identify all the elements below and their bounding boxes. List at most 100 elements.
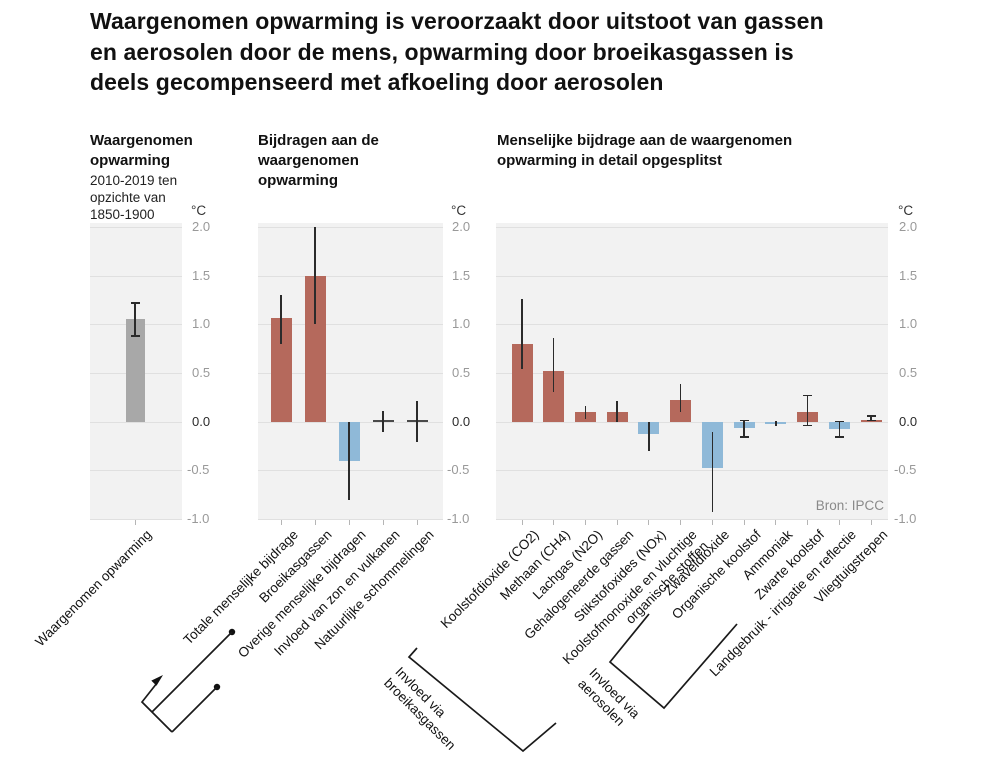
sum-arrowhead — [151, 675, 163, 686]
panel3-heading: Menselijke bijdrage aan de waargenomen o… — [497, 132, 793, 169]
panel2-heading: Bijdragen aan de waargenomen opwarming — [258, 132, 379, 189]
error-bar-cap — [834, 436, 844, 438]
error-bar-cap — [866, 415, 876, 417]
error-bar — [679, 383, 682, 412]
error-bar — [838, 421, 841, 438]
error-bar — [616, 401, 618, 422]
gridline — [258, 519, 443, 520]
gridline — [258, 324, 443, 326]
error-bar-cap — [130, 335, 140, 337]
x-axis-tick — [280, 520, 282, 525]
y-tick-label: 1.5 — [899, 267, 918, 283]
error-bar — [806, 395, 809, 426]
x-axis-tick — [743, 520, 745, 525]
y-tick-label: 1.5 — [452, 267, 471, 283]
error-bar — [711, 432, 714, 513]
x-axis-tick — [521, 520, 523, 525]
panel2-unit-label: °C — [451, 203, 467, 218]
y-tick-label: 0.5 — [192, 365, 211, 380]
panel1-heading: Waargenomen opwarming — [90, 132, 193, 169]
figure-title: Waargenomen opwarming is veroorzaakt doo… — [90, 8, 824, 96]
error-bar-cap — [739, 419, 749, 422]
y-tick-label: -0.5 — [187, 462, 210, 478]
error-bar — [870, 415, 872, 421]
panel1-subheading: 2010-2019 ten opzichte van 1850-1900 — [90, 173, 178, 222]
bar — [125, 318, 145, 422]
y-tick-label: 0.0 — [192, 413, 211, 429]
gridline — [496, 324, 888, 326]
bar — [304, 275, 326, 422]
gridline — [90, 470, 182, 472]
gridline — [90, 421, 182, 423]
y-tick-label: -1.0 — [187, 511, 210, 526]
ghg-group-label: Invloed via broeikasgassen — [380, 664, 459, 754]
error-bar — [648, 421, 650, 451]
error-bar-cap — [834, 420, 844, 423]
sum-dot-other-human — [213, 683, 221, 691]
y-tick-label: -1.0 — [894, 511, 917, 526]
error-bar-cap — [803, 394, 813, 397]
sum-dot-greenhouse — [228, 628, 236, 636]
x-axis-tick — [711, 520, 713, 525]
error-bar — [314, 227, 316, 325]
error-bar — [134, 302, 136, 336]
error-bar — [743, 420, 745, 438]
y-tick-label: 1.5 — [192, 267, 211, 283]
gridline — [258, 470, 443, 472]
gridline — [90, 275, 182, 277]
y-tick-label: 1.0 — [192, 316, 211, 332]
error-bar — [584, 406, 587, 419]
gridline — [258, 227, 443, 228]
gridline — [496, 275, 888, 277]
gridline — [496, 227, 888, 228]
gridline — [258, 275, 443, 277]
y-tick-label: 2.0 — [192, 219, 211, 234]
y-tick-label: 0.0 — [452, 413, 471, 429]
error-bar-cap — [739, 436, 749, 438]
error-bar — [348, 421, 350, 500]
x-axis-tick — [680, 520, 682, 525]
x-axis-tick — [775, 520, 777, 525]
source-attribution: Bron: IPCC — [815, 498, 884, 513]
gridline — [496, 373, 888, 374]
x-axis-tick — [585, 520, 586, 525]
category-label: Waargenomen opwarming — [32, 527, 155, 650]
error-bar — [552, 338, 555, 392]
x-axis-tick — [348, 520, 350, 525]
bar — [543, 371, 565, 422]
error-bar-cap — [866, 419, 876, 422]
y-tick-label: 0.5 — [452, 365, 471, 380]
y-tick-label: 1.0 — [899, 316, 918, 332]
x-axis-tick — [870, 520, 872, 525]
sum-connector-line — [140, 682, 173, 733]
error-bar — [416, 401, 418, 443]
y-tick-label: -0.5 — [894, 462, 917, 478]
x-axis-tick — [838, 520, 840, 525]
panel1-unit-label: °C — [191, 203, 207, 218]
error-bar — [521, 299, 523, 370]
error-bar-cap — [803, 424, 813, 427]
y-tick-label: 1.0 — [452, 316, 471, 332]
error-bar-cap — [130, 302, 140, 304]
bar — [270, 317, 292, 422]
error-bar — [775, 420, 777, 427]
error-bar — [382, 411, 384, 433]
gridline — [90, 519, 182, 520]
x-axis-tick — [314, 520, 316, 525]
x-axis-tick — [553, 520, 555, 525]
gridline — [90, 227, 182, 228]
y-tick-label: -0.5 — [447, 462, 470, 478]
gridline — [496, 421, 888, 423]
x-axis-tick — [134, 520, 136, 525]
y-tick-label: 0.5 — [899, 365, 918, 380]
y-tick-label: 2.0 — [452, 219, 471, 234]
panel3-unit-label: °C — [898, 203, 914, 218]
error-bar — [280, 295, 282, 344]
bar — [511, 343, 533, 422]
sum-line-other-human — [171, 686, 218, 733]
x-axis-tick — [382, 520, 384, 525]
y-tick-label: 2.0 — [899, 219, 918, 234]
gridline — [258, 373, 443, 374]
gridline — [496, 470, 888, 472]
